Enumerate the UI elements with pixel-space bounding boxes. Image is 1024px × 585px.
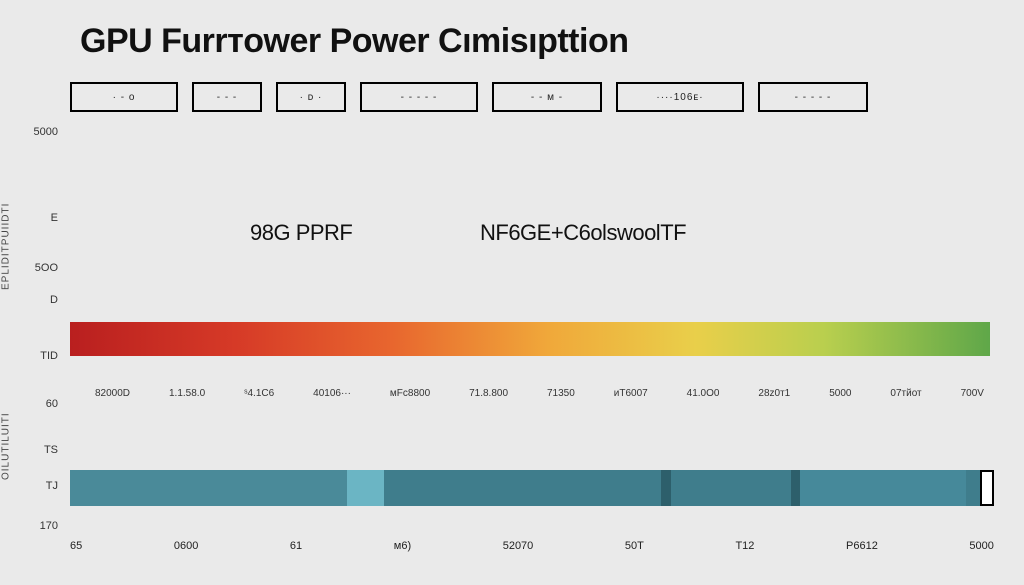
bottom-bar-endcap	[980, 470, 994, 506]
x-tick-label: P6612	[846, 540, 878, 552]
mid-tick-row: 82000D 1.1.58.0 ˢ4.1C6 40106··· ᴍFc8800 71.8.…	[95, 388, 984, 399]
legend-item: - - - - -	[360, 82, 478, 112]
x-tick-label: 50T	[625, 540, 644, 552]
legend-item: - - - - -	[758, 82, 868, 112]
mid-tick-label: 82000D	[95, 388, 130, 399]
bottom-bar-segment	[791, 470, 800, 506]
bottom-bar-segment	[347, 470, 384, 506]
y-tick-label: TJ	[46, 480, 58, 492]
legend: · - ᴏ - - - · ᴅ · - - - - - - - ᴍ - ····106ᴇ·…	[70, 82, 984, 112]
bottom-bar-segment	[800, 470, 966, 506]
x-tick-label: 65	[70, 540, 82, 552]
mid-tick-label: 07тйот	[890, 388, 921, 399]
y-tick-label: 5OO	[35, 262, 58, 274]
x-tick-label: 5000	[969, 540, 993, 552]
y-tick-label: 170	[40, 520, 58, 532]
series-label: NF6GE+C6olswoolTF	[480, 220, 686, 246]
bottom-bar-segment	[70, 470, 347, 506]
mid-tick-label: 28ᴢ0т1	[758, 388, 790, 399]
legend-item: - - ᴍ -	[492, 82, 602, 112]
legend-item: - - -	[192, 82, 262, 112]
y-axis: EPLIDITPUIIDTI OILUTILUITI 5000 E 5OO D TID 6…	[0, 0, 70, 585]
y-tick-label: 5000	[34, 126, 58, 138]
bottom-bar-segment	[384, 470, 661, 506]
mid-tick-label: 71.8.800	[469, 388, 508, 399]
y-axis-title-bottom: OILUTILUITI	[1, 412, 12, 480]
y-tick-label: TS	[44, 444, 58, 456]
bottom-bar	[70, 470, 994, 506]
legend-item: · ᴅ ·	[276, 82, 346, 112]
series-label: 98G PPRF	[250, 220, 352, 246]
legend-item: ····106ᴇ·	[616, 82, 744, 112]
x-tick-label: T12	[735, 540, 754, 552]
y-tick-label: D	[50, 294, 58, 306]
mid-tick-label: 5000	[829, 388, 851, 399]
mid-tick-label: ˢ4.1C6	[244, 388, 274, 399]
x-tick-label: 52070	[503, 540, 534, 552]
mid-tick-label: 1.1.58.0	[169, 388, 205, 399]
x-tick-label: 0600	[174, 540, 198, 552]
mid-tick-label: 71350	[547, 388, 575, 399]
mid-tick-label: иT6007	[614, 388, 648, 399]
bottom-bar-segment	[671, 470, 791, 506]
mid-tick-label: 700V	[961, 388, 984, 399]
bottom-bar-segment	[661, 470, 670, 506]
chart-title: GPU Furrтower Power Cımisıpttion	[80, 22, 629, 61]
mid-tick-label: 41.0О0	[687, 388, 720, 399]
x-tick-label: ᴍ6)	[394, 540, 411, 552]
mid-tick-label: 40106···	[313, 388, 351, 399]
x-tick-label: 61	[290, 540, 302, 552]
x-axis: 65 0600 61 ᴍ6) 52070 50T T12 P6612 5000	[70, 540, 994, 552]
y-axis-title-top: EPLIDITPUIIDTI	[1, 203, 12, 290]
y-tick-label: 60	[46, 398, 58, 410]
legend-item: · - ᴏ	[70, 82, 178, 112]
gradient-bar	[70, 322, 990, 356]
y-tick-label: TID	[40, 350, 58, 362]
y-tick-label: E	[51, 212, 58, 224]
mid-tick-label: ᴍFc8800	[390, 388, 430, 399]
